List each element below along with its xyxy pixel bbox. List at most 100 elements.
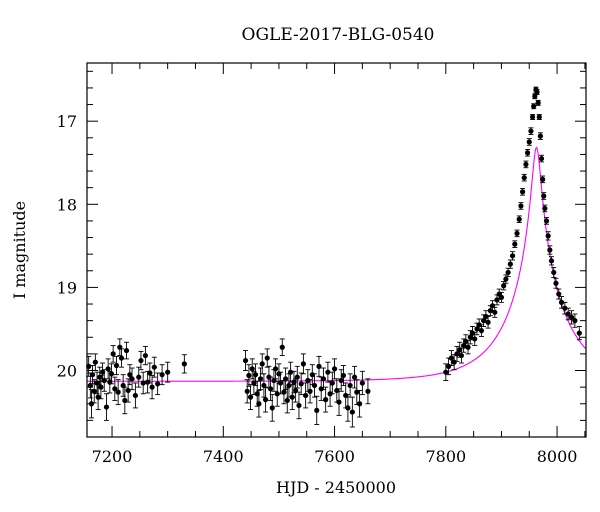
y-tick-label: 18 — [57, 195, 77, 214]
data-point — [445, 363, 452, 369]
data-point — [518, 203, 524, 209]
data-point — [277, 380, 284, 386]
data-point — [294, 374, 300, 380]
data-point — [485, 319, 491, 325]
data-point — [272, 366, 279, 372]
data-point — [461, 342, 467, 349]
data-point — [325, 369, 331, 375]
data-point — [282, 376, 289, 382]
data-point — [347, 382, 353, 389]
data-point — [478, 328, 485, 334]
data-point — [526, 139, 532, 145]
data-point — [534, 89, 540, 95]
data-point — [147, 370, 153, 376]
data-point — [151, 364, 157, 370]
data-point — [288, 369, 294, 375]
data-point — [345, 405, 351, 411]
data-point — [562, 305, 568, 311]
data-point — [281, 389, 287, 395]
data-point — [262, 397, 269, 403]
data-point — [129, 376, 135, 382]
data-point — [149, 384, 155, 390]
data-point — [338, 377, 344, 384]
x-tick-label: 7200 — [92, 447, 133, 466]
data-point — [318, 386, 324, 392]
data-point — [540, 176, 546, 182]
y-axis-title: I magnitude — [10, 201, 29, 299]
x-axis-title: HJD - 2450000 — [276, 478, 396, 497]
data-point — [305, 377, 311, 384]
x-tick-label: 8000 — [537, 447, 578, 466]
data-point — [274, 391, 280, 397]
data-point — [125, 387, 131, 394]
data-point — [123, 347, 130, 354]
data-point — [286, 382, 292, 389]
data-point — [269, 405, 275, 411]
data-point — [556, 291, 562, 297]
data-point — [343, 392, 349, 399]
data-point — [108, 371, 115, 377]
data-point — [512, 241, 518, 247]
data-point — [537, 133, 543, 139]
y-tick-label: 19 — [57, 278, 77, 297]
data-point — [279, 344, 285, 350]
data-point — [311, 382, 318, 389]
data-point — [115, 389, 121, 395]
data-point — [110, 351, 116, 357]
data-point — [529, 114, 536, 120]
data-point — [91, 388, 97, 394]
data-point — [463, 338, 469, 345]
data-point — [541, 193, 547, 199]
data-point — [547, 247, 553, 253]
data-point — [323, 397, 329, 403]
y-tick-label: 17 — [57, 112, 77, 131]
data-point — [303, 392, 309, 399]
data-point — [568, 314, 575, 320]
data-point — [165, 369, 171, 375]
axis-ticks-layer: 7200 7400 7600 7800 8000 17 18 19 20 — [57, 63, 586, 466]
data-point — [349, 409, 355, 415]
data-point — [103, 404, 110, 410]
data-point — [314, 407, 320, 414]
data-point — [118, 355, 125, 361]
data-point — [340, 372, 347, 379]
data-point — [127, 372, 133, 378]
x-tick-label: 7400 — [203, 447, 244, 466]
data-point — [98, 384, 104, 390]
data-point — [492, 309, 498, 315]
data-point — [536, 114, 542, 120]
data-point — [351, 374, 358, 380]
data-point — [242, 357, 249, 364]
data-point — [142, 352, 149, 359]
data-point — [465, 344, 471, 350]
data-point — [516, 216, 522, 222]
data-point — [289, 394, 295, 400]
data-point — [309, 372, 315, 378]
data-point — [101, 377, 107, 384]
data-point — [451, 359, 457, 365]
data-point — [521, 175, 527, 181]
data-point — [89, 372, 96, 378]
data-point — [336, 399, 342, 405]
data-point — [132, 392, 138, 399]
data-point — [576, 330, 582, 336]
data-point — [545, 233, 551, 239]
data-point — [246, 372, 252, 379]
data-point — [524, 150, 531, 156]
data-point — [138, 357, 144, 364]
data-point — [531, 103, 537, 109]
data-point — [454, 351, 460, 357]
data-point — [443, 369, 449, 375]
data-point — [140, 380, 146, 386]
data-point — [535, 100, 541, 106]
data-point — [331, 366, 338, 372]
data-point — [538, 155, 545, 162]
data-point — [105, 366, 111, 372]
data-point — [296, 402, 302, 409]
data-point — [543, 218, 550, 224]
plot-frame — [86, 62, 587, 438]
chart-title: OGLE-2017-BLG-0540 — [242, 25, 435, 45]
data-point — [565, 311, 571, 317]
data-point — [300, 361, 307, 367]
